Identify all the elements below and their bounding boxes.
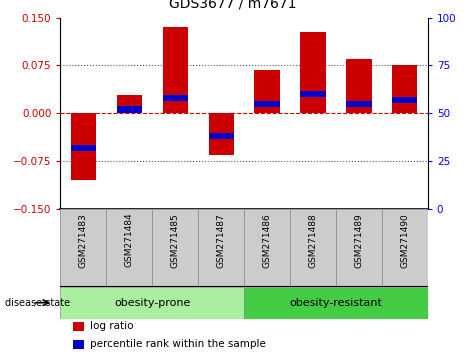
Bar bbox=[163, 95, 188, 101]
Bar bbox=[392, 65, 418, 113]
Bar bbox=[336, 209, 382, 287]
Text: obesity-prone: obesity-prone bbox=[114, 298, 191, 308]
Text: GSM271488: GSM271488 bbox=[308, 213, 318, 268]
Text: GSM271486: GSM271486 bbox=[263, 213, 272, 268]
Bar bbox=[208, 133, 234, 139]
Bar bbox=[117, 96, 142, 113]
Bar bbox=[346, 101, 372, 107]
Bar bbox=[346, 59, 372, 113]
Text: GDS3677 / m7671: GDS3677 / m7671 bbox=[169, 0, 296, 11]
Bar bbox=[382, 209, 428, 287]
Bar bbox=[60, 209, 106, 287]
Text: GSM271487: GSM271487 bbox=[217, 213, 226, 268]
Bar bbox=[163, 27, 188, 113]
Bar bbox=[60, 287, 244, 319]
Bar bbox=[106, 209, 152, 287]
Bar bbox=[71, 144, 96, 151]
Bar bbox=[152, 209, 198, 287]
Text: log ratio: log ratio bbox=[90, 321, 134, 331]
Text: percentile rank within the sample: percentile rank within the sample bbox=[90, 339, 266, 349]
Bar bbox=[198, 209, 244, 287]
Bar bbox=[208, 113, 234, 155]
Bar bbox=[300, 32, 325, 113]
Bar bbox=[244, 287, 428, 319]
Text: obesity-resistant: obesity-resistant bbox=[290, 298, 382, 308]
Bar bbox=[254, 70, 280, 113]
Text: GSM271490: GSM271490 bbox=[400, 213, 409, 268]
Bar bbox=[71, 113, 96, 180]
Bar bbox=[117, 106, 142, 113]
Bar bbox=[254, 101, 280, 107]
Bar bbox=[73, 340, 84, 349]
Bar bbox=[300, 91, 325, 97]
Text: GSM271483: GSM271483 bbox=[79, 213, 88, 268]
Bar bbox=[73, 322, 84, 331]
Text: disease state: disease state bbox=[5, 298, 70, 308]
Bar bbox=[392, 97, 418, 103]
Bar bbox=[244, 209, 290, 287]
Text: GSM271489: GSM271489 bbox=[354, 213, 364, 268]
Text: GSM271484: GSM271484 bbox=[125, 213, 134, 267]
Text: GSM271485: GSM271485 bbox=[171, 213, 180, 268]
Bar bbox=[290, 209, 336, 287]
